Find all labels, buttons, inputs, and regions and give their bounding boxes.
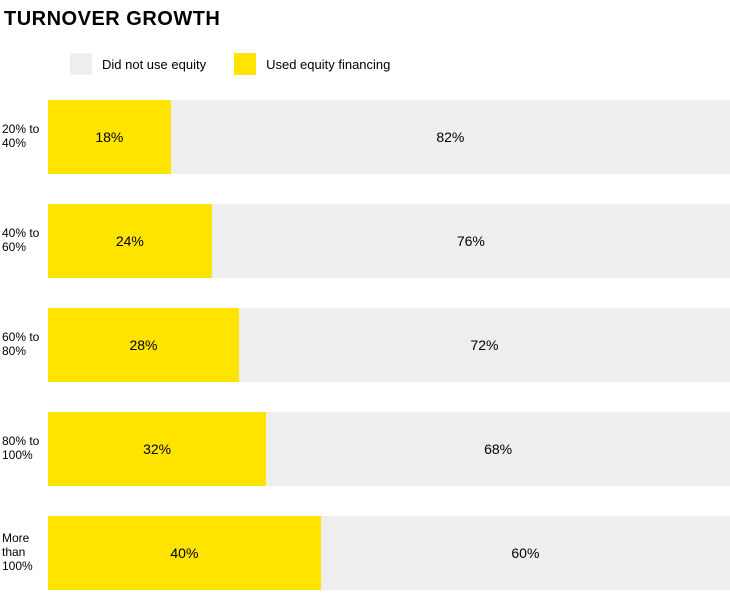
bar-row: 40% to 60% 24% 76% (0, 200, 730, 282)
legend-label-used-equity: Used equity financing (266, 57, 390, 72)
stacked-bar: 32% 68% (48, 412, 730, 486)
segment-value: 32% (143, 441, 171, 457)
legend-item-used-equity: Used equity financing (234, 53, 390, 75)
legend: Did not use equity Used equity financing (0, 37, 730, 83)
segment-used-equity: 24% (48, 204, 212, 278)
category-label: More than 100% (0, 532, 48, 573)
segment-did-not: 76% (212, 204, 730, 278)
stacked-bar: 24% 76% (48, 204, 730, 278)
segment-used-equity: 32% (48, 412, 266, 486)
segment-value: 82% (436, 129, 464, 145)
segment-value: 68% (484, 441, 512, 457)
chart-title: TURNOVER GROWTH (0, 0, 730, 37)
bar-row: 60% to 80% 28% 72% (0, 304, 730, 386)
category-label: 40% to 60% (0, 227, 48, 255)
legend-item-did-not: Did not use equity (70, 53, 206, 75)
legend-swatch-did-not (70, 53, 92, 75)
category-label: 20% to 40% (0, 123, 48, 151)
stacked-bar: 40% 60% (48, 516, 730, 590)
stacked-bar: 28% 72% (48, 308, 730, 382)
segment-value: 60% (511, 545, 539, 561)
chart-rows: 20% to 40% 18% 82% 40% to 60% 24% 76% 60… (0, 96, 730, 596)
segment-value: 28% (129, 337, 157, 353)
bar-row: 80% to 100% 32% 68% (0, 408, 730, 490)
segment-did-not: 60% (321, 516, 730, 590)
segment-value: 40% (170, 545, 198, 561)
legend-label-did-not: Did not use equity (102, 57, 206, 72)
bar-row: More than 100% 40% 60% (0, 512, 730, 594)
segment-used-equity: 40% (48, 516, 321, 590)
segment-did-not: 68% (266, 412, 730, 486)
category-label: 60% to 80% (0, 331, 48, 359)
stacked-bar: 18% 82% (48, 100, 730, 174)
bar-row: 20% to 40% 18% 82% (0, 96, 730, 178)
segment-value: 24% (116, 233, 144, 249)
category-label: 80% to 100% (0, 435, 48, 463)
segment-did-not: 82% (171, 100, 730, 174)
segment-used-equity: 28% (48, 308, 239, 382)
segment-value: 72% (470, 337, 498, 353)
legend-swatch-used-equity (234, 53, 256, 75)
segment-did-not: 72% (239, 308, 730, 382)
segment-value: 76% (457, 233, 485, 249)
segment-used-equity: 18% (48, 100, 171, 174)
segment-value: 18% (95, 129, 123, 145)
